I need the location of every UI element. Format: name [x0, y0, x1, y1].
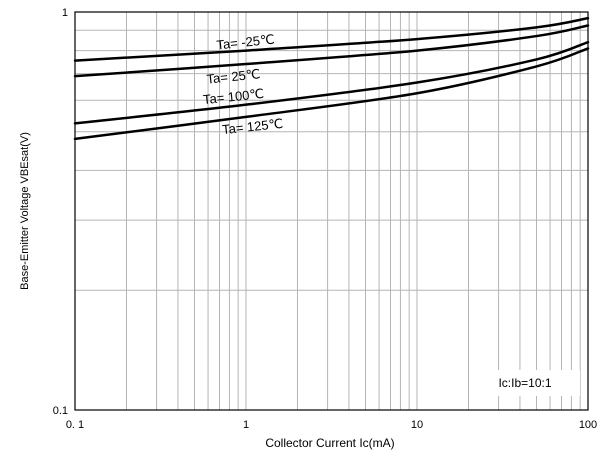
annotation-text: Ic:Ib=10:1 [498, 376, 551, 390]
series-label: Ta= 25℃ [206, 66, 261, 87]
y-tick-label: 1 [62, 7, 68, 19]
tick-labels: 0. 1 1 10 100 0.1 1 [53, 7, 597, 431]
y-tick-label: 0.1 [53, 405, 68, 417]
plot-frame [74, 11, 589, 411]
series-label: Ta= 100℃ [202, 86, 264, 107]
x-tick-label: 10 [411, 419, 423, 431]
annotation-background [470, 370, 580, 396]
grid [75, 12, 588, 410]
series-line [73, 47, 590, 141]
series-label: Ta= -25℃ [216, 32, 276, 53]
series-labels: Ta= -25℃ Ta= 25℃Ta= 100℃ Ta= 125℃ [202, 32, 284, 138]
x-tick-label: 100 [579, 419, 597, 431]
series-line [73, 40, 590, 125]
y-axis-title: Base-Emitter Voltage VBEsat(V) [19, 132, 31, 290]
series-lines [73, 16, 590, 141]
series-label: Ta= 125℃ [221, 116, 283, 137]
annotation-box: Ic:Ib=10:1 [470, 370, 580, 396]
x-tick-label: 1 [243, 419, 249, 431]
series-line [73, 24, 590, 78]
x-tick-label: 0. 1 [66, 419, 84, 431]
x-axis-title: Collector Current Ic(mA) [265, 436, 394, 450]
series-line [73, 16, 590, 62]
